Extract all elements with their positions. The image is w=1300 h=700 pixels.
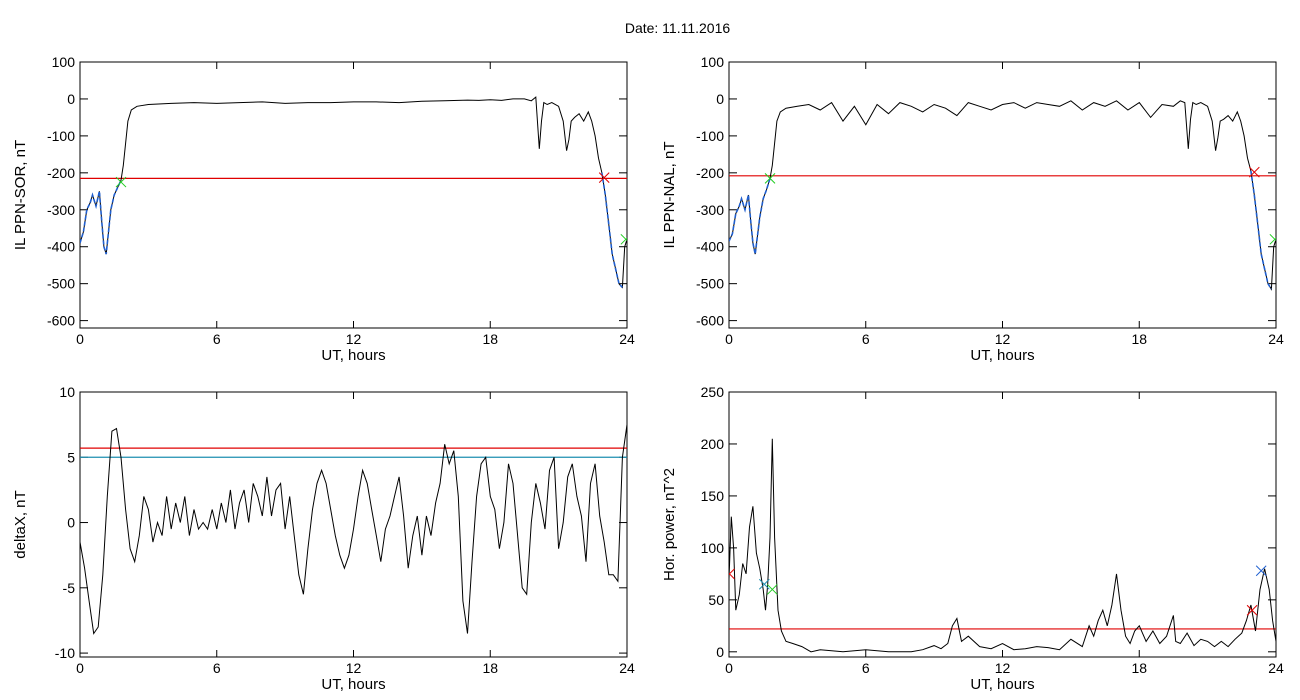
plot-area — [729, 438, 1276, 653]
x-tick-label: 6 — [213, 660, 221, 676]
y-tick-label: -600 — [696, 313, 724, 329]
plot-area — [80, 424, 627, 635]
x-tick-label: 0 — [76, 331, 84, 347]
cross-marker — [764, 173, 776, 184]
y-tick-label: -10 — [55, 645, 75, 661]
x-axis-label: UT, hours — [970, 347, 1034, 364]
y-tick-label: 0 — [67, 91, 75, 107]
y-tick-label: -600 — [47, 313, 75, 329]
y-axis-label: deltaX, nT — [12, 490, 29, 558]
highlight-segment-line — [729, 178, 771, 255]
x-tick-label: 0 — [725, 331, 733, 347]
y-tick-label: 50 — [708, 592, 724, 608]
y-tick-label: -100 — [47, 128, 75, 144]
y-tick-label: -5 — [63, 580, 76, 596]
highlight-segment-line — [1250, 170, 1273, 290]
data-series-line — [80, 96, 627, 289]
cross-marker — [729, 568, 735, 580]
y-tick-label: -500 — [47, 276, 75, 292]
plot-area — [80, 96, 627, 289]
x-tick-label: 18 — [482, 331, 498, 347]
cross-marker — [598, 172, 610, 183]
highlight-segment-line — [601, 172, 623, 288]
y-axis-label: IL PPN-NAL, nT — [661, 142, 678, 249]
cross-marker — [620, 233, 627, 245]
y-tick-label: 100 — [701, 54, 725, 70]
panel-deltax: 0 6 12 18 24 -10 -5 0 5 10 UT, hours deltaX, nT — [12, 384, 635, 693]
y-tick-label: -100 — [696, 128, 724, 144]
plot-frame — [728, 61, 1277, 329]
x-tick-label: 24 — [1268, 331, 1284, 347]
y-tick-label: 100 — [52, 54, 76, 70]
y-axis-label: Hor. power, nT^2 — [661, 468, 678, 581]
x-axis-label: UT, hours — [321, 676, 385, 693]
cross-marker — [115, 176, 127, 188]
y-tick-label: -400 — [47, 239, 75, 255]
x-tick-label: 24 — [1268, 660, 1284, 676]
y-tick-label: -300 — [696, 202, 724, 218]
x-tick-label: 24 — [619, 660, 635, 676]
panel-hor-power: 0 6 12 18 24 0 50 100 150 200 250 UT, hours Hor. pow… — [661, 384, 1284, 693]
highlight-segment-line — [80, 179, 122, 255]
figure-title: Date: 11.11.2016 — [624, 20, 731, 36]
y-tick-label: -300 — [47, 202, 75, 218]
y-tick-label: 5 — [67, 449, 75, 465]
x-tick-label: 0 — [725, 660, 733, 676]
cross-marker — [1248, 166, 1260, 178]
x-tick-label: 0 — [76, 660, 84, 676]
x-tick-label: 12 — [995, 660, 1011, 676]
cross-marker — [766, 584, 778, 595]
data-series-line — [729, 438, 1276, 653]
x-tick-label: 18 — [1131, 660, 1147, 676]
y-tick-label: 10 — [59, 384, 75, 400]
x-tick-label: 12 — [995, 331, 1011, 347]
y-tick-label: 100 — [701, 540, 725, 556]
cross-marker — [1269, 233, 1276, 245]
x-tick-label: 18 — [482, 660, 498, 676]
panel-il-ppn-nal: 0 6 12 18 24 -600 -500 -400 -300 -200 -100 0 100 UT, … — [661, 54, 1284, 364]
cross-marker — [758, 578, 770, 590]
y-tick-label: -500 — [696, 276, 724, 292]
y-tick-label: 150 — [701, 488, 725, 504]
x-tick-label: 6 — [213, 331, 221, 347]
data-series-line — [80, 424, 627, 635]
cross-marker — [1246, 604, 1258, 616]
x-tick-label: 24 — [619, 331, 635, 347]
y-tick-label: -200 — [696, 165, 724, 181]
x-axis-label: UT, hours — [321, 347, 385, 364]
y-tick-label: 0 — [716, 644, 724, 660]
x-tick-label: 6 — [862, 331, 870, 347]
x-tick-label: 6 — [862, 660, 870, 676]
x-tick-label: 12 — [346, 660, 362, 676]
y-tick-label: -200 — [47, 165, 75, 181]
y-tick-label: 250 — [701, 384, 725, 400]
cross-marker — [1255, 565, 1267, 577]
x-tick-label: 12 — [346, 331, 362, 347]
x-axis-label: UT, hours — [970, 676, 1034, 693]
panel-il-ppn-sor: 0 6 12 18 24 -600 -500 -400 -300 -200 -100 0 100 UT, … — [12, 54, 635, 364]
x-tick-label: 18 — [1131, 331, 1147, 347]
y-tick-label: 0 — [67, 515, 75, 531]
y-axis-label: IL PPN-SOR, nT — [12, 140, 29, 250]
plot-area — [729, 100, 1276, 291]
y-tick-label: 200 — [701, 436, 725, 452]
y-tick-label: -400 — [696, 239, 724, 255]
data-series-line — [729, 100, 1276, 291]
y-tick-label: 0 — [716, 91, 724, 107]
plot-frame — [728, 391, 1277, 658]
